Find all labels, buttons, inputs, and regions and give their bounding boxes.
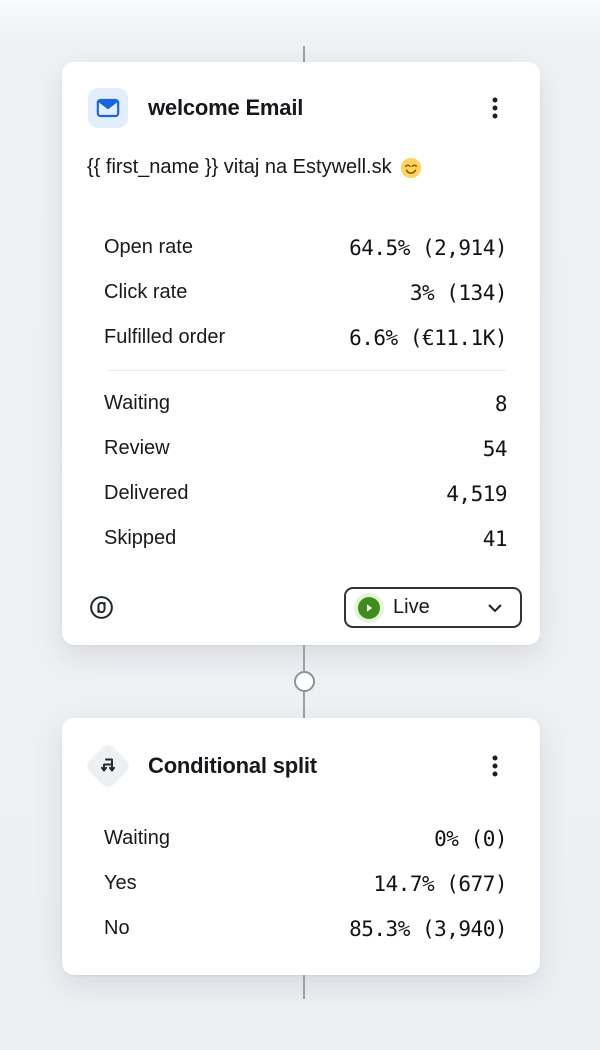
stat-row-review: Review 54 xyxy=(62,426,540,471)
stat-label: Delivered xyxy=(104,482,189,504)
stat-row-click-rate: Click rate 3% (134) xyxy=(62,270,540,315)
email-icon xyxy=(88,88,128,128)
stat-label: Waiting xyxy=(104,392,170,414)
stat-label: Yes xyxy=(104,872,137,894)
stat-value: 6.6% (€11.1K) xyxy=(349,325,507,350)
stat-label: Click rate xyxy=(104,281,188,303)
email-action-card[interactable]: welcome Email {{ first_name }} vitaj na … xyxy=(62,62,540,645)
stat-value: 85.3% (3,940) xyxy=(349,916,507,941)
split-branch-stats: Waiting 0% (0) Yes 14.7% (677) No 85.3% … xyxy=(62,816,540,951)
status-label: Live xyxy=(393,596,430,618)
connector-line-top xyxy=(303,46,305,62)
split-card-header: Conditional split xyxy=(62,718,540,791)
stat-row-delivered: Delivered 4,519 xyxy=(62,471,540,516)
email-card-header: welcome Email xyxy=(62,62,540,128)
stat-value: 41 xyxy=(482,526,508,551)
stat-row-skipped: Skipped 41 xyxy=(62,516,540,561)
stat-value: 3% (134) xyxy=(409,280,508,305)
stat-value: 14.7% (677) xyxy=(373,871,507,896)
stat-label: Open rate xyxy=(104,236,193,258)
stat-row-no: No 85.3% (3,940) xyxy=(62,906,540,951)
play-circle-icon xyxy=(358,596,380,619)
stat-value: 8 xyxy=(494,391,508,416)
connector-line-bottom xyxy=(303,975,305,999)
chevron-down-icon xyxy=(485,598,505,618)
stat-label: Waiting xyxy=(104,827,170,849)
stat-value: 64.5% (2,914) xyxy=(349,235,507,260)
smiling-face-emoji xyxy=(400,157,422,179)
stats-divider xyxy=(108,370,506,371)
kebab-menu-icon[interactable] xyxy=(480,751,510,781)
status-dropdown-button[interactable]: Live xyxy=(344,587,522,628)
conditional-split-card[interactable]: Conditional split Waiting 0% (0) Yes 14.… xyxy=(62,718,540,975)
email-card-title: welcome Email xyxy=(148,95,304,120)
email-subject-text: {{ first_name }} vitaj na Estywell.sk xyxy=(87,156,392,178)
split-card-title: Conditional split xyxy=(148,753,317,778)
email-rate-stats: Open rate 64.5% (2,914) Click rate 3% (1… xyxy=(62,225,540,360)
stat-row-yes: Yes 14.7% (677) xyxy=(62,861,540,906)
stat-label: Review xyxy=(104,437,170,459)
stat-label: Skipped xyxy=(104,527,177,549)
email-count-stats: Waiting 8 Review 54 Delivered 4,519 Skip… xyxy=(62,381,540,561)
email-subject: {{ first_name }} vitaj na Estywell.sk xyxy=(87,156,514,179)
stat-row-waiting: Waiting 8 xyxy=(62,381,540,426)
stat-row-open-rate: Open rate 64.5% (2,914) xyxy=(62,225,540,270)
email-card-footer: Live xyxy=(88,587,522,628)
tags-icon[interactable] xyxy=(88,594,115,621)
connector-node-circle xyxy=(294,671,315,692)
kebab-menu-icon[interactable] xyxy=(480,93,510,123)
stat-value: 0% (0) xyxy=(434,826,507,851)
stat-value: 4,519 xyxy=(446,481,507,506)
stat-row-fulfilled-order: Fulfilled order 6.6% (€11.1K) xyxy=(62,315,540,360)
conditional-split-icon xyxy=(83,741,133,791)
stat-row-waiting: Waiting 0% (0) xyxy=(62,816,540,861)
stat-label: No xyxy=(104,917,130,939)
stat-value: 54 xyxy=(482,436,508,461)
stat-label: Fulfilled order xyxy=(104,326,226,348)
